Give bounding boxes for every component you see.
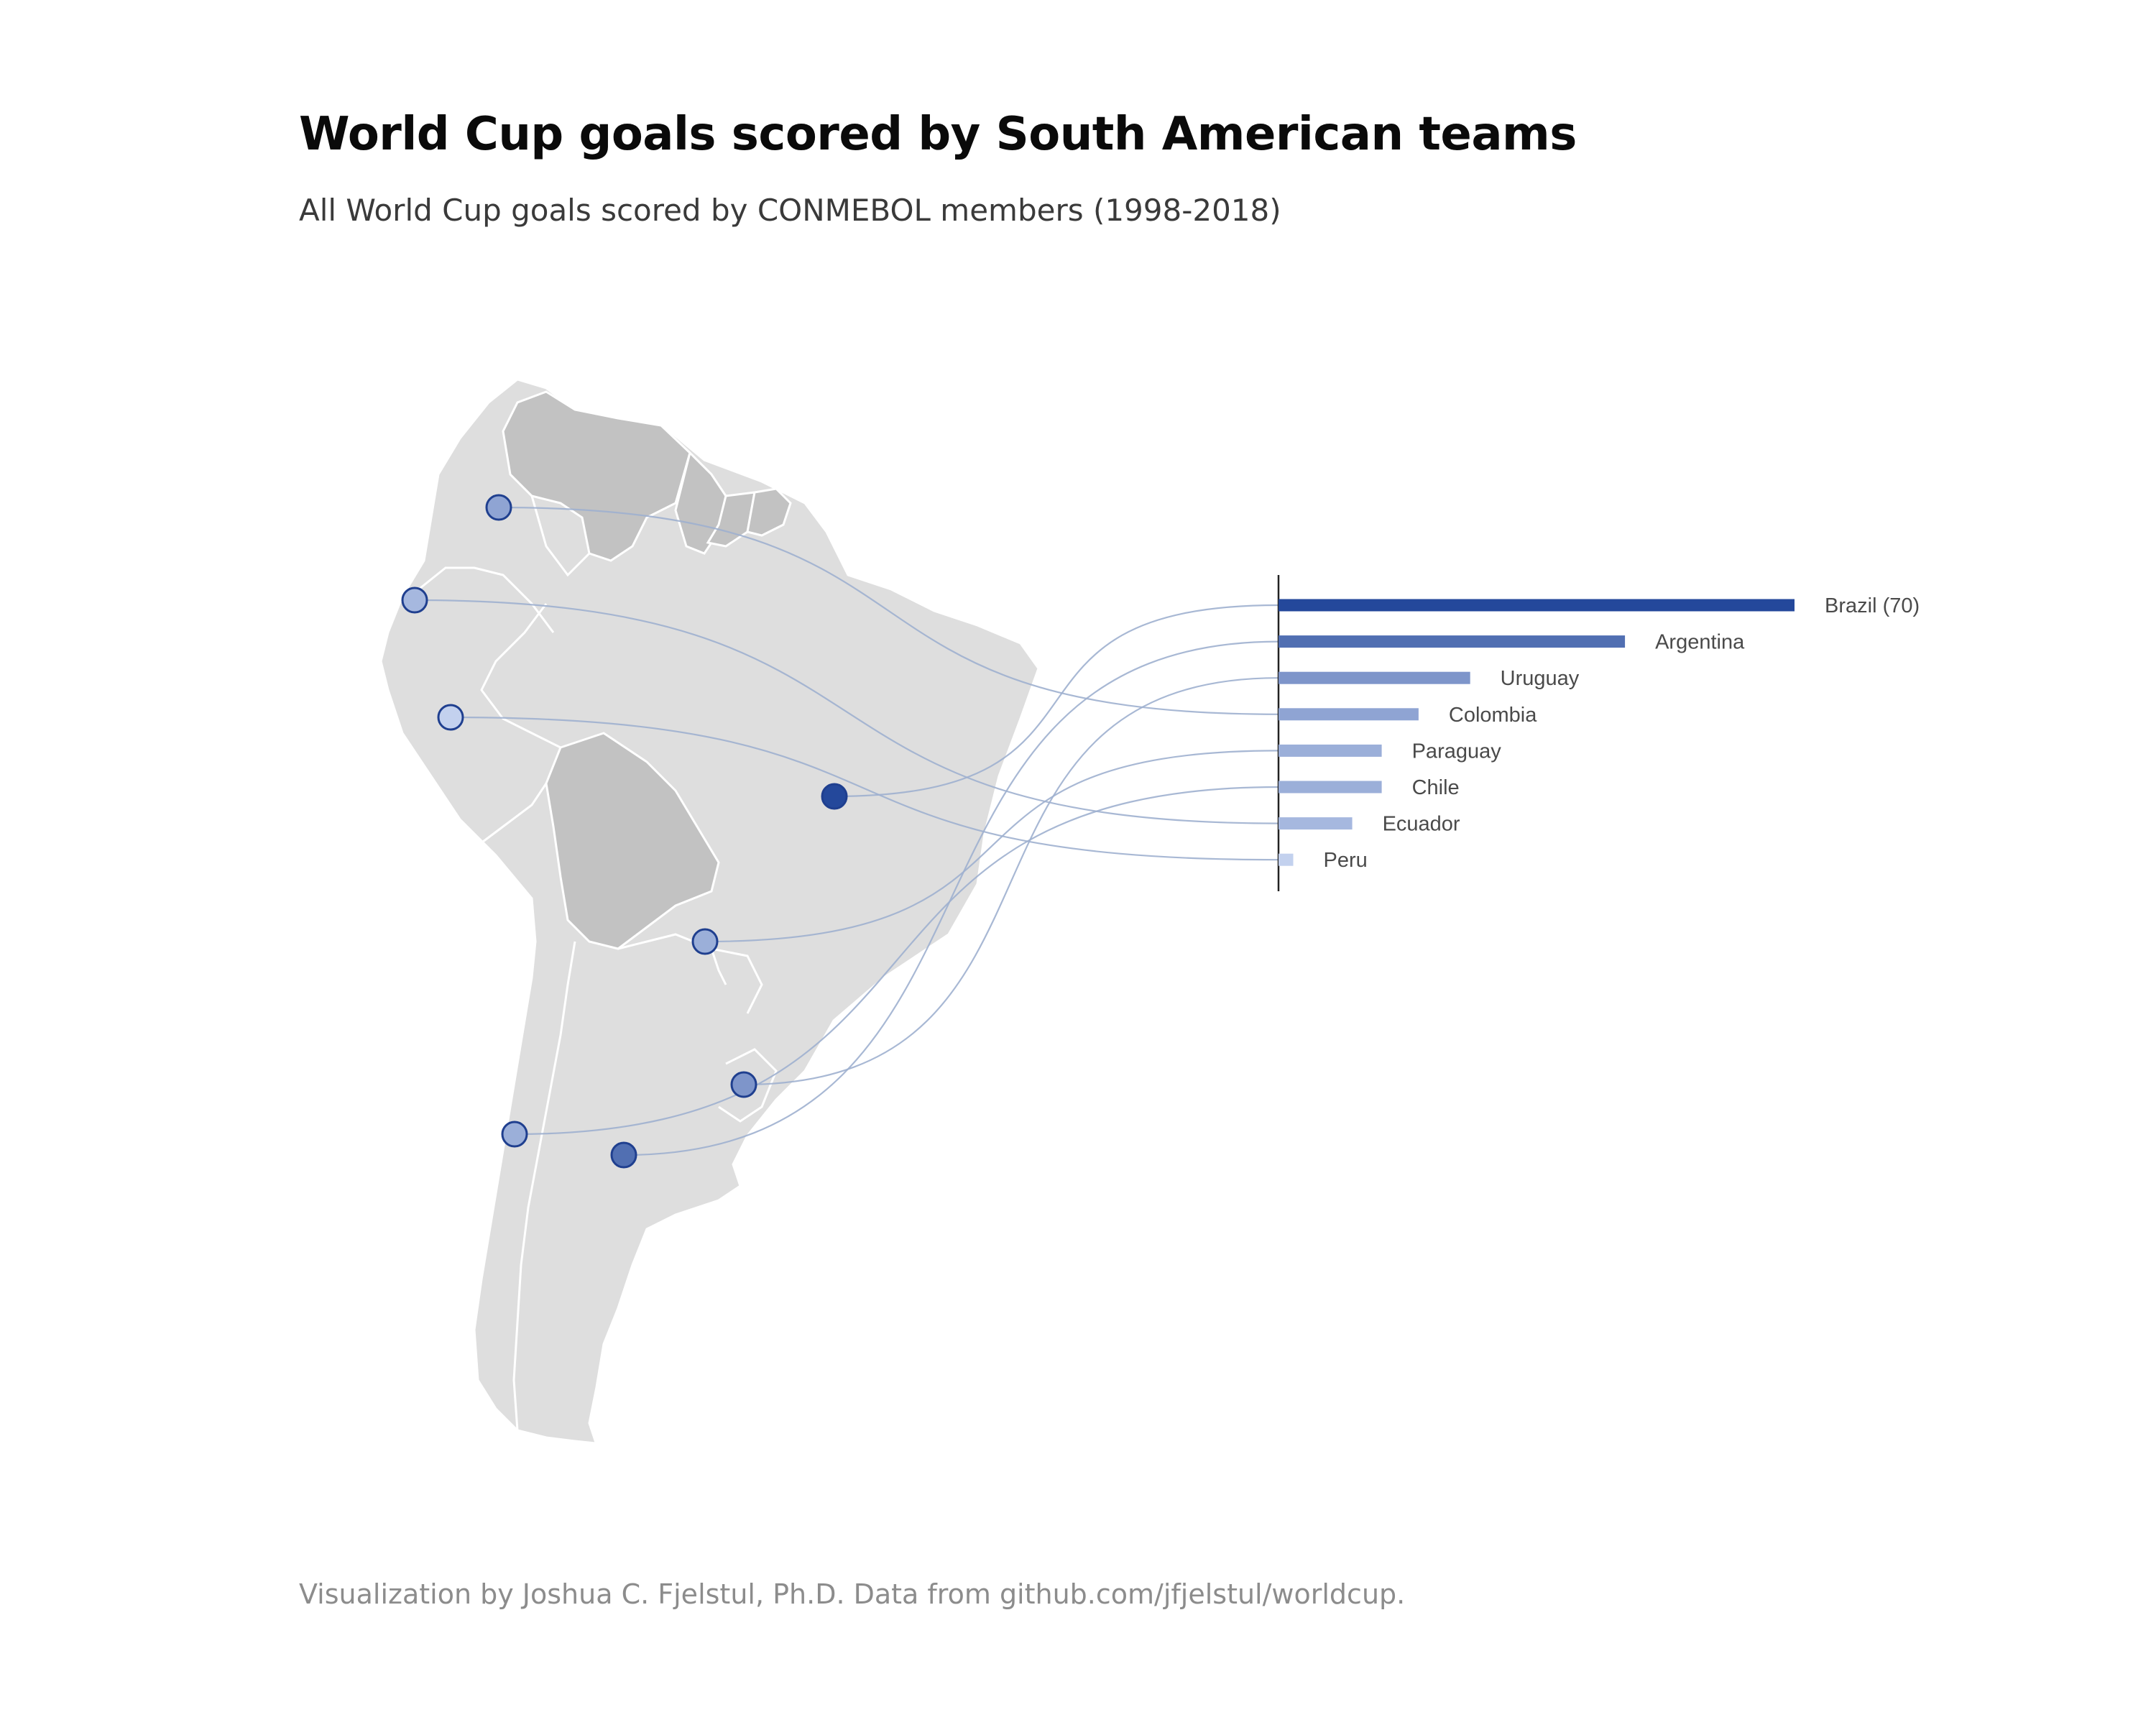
south-america-map: [379, 378, 1040, 1446]
connector-chile: [514, 786, 1279, 1136]
marker-colombia: [485, 494, 512, 521]
marker-ecuador: [401, 586, 428, 614]
bar-label-peru: Peru: [1324, 849, 1368, 872]
bar-label-chile: Chile: [1412, 776, 1460, 799]
continent-land: [379, 378, 1040, 1446]
connector-peru: [450, 716, 1279, 861]
french-guiana-shape: [746, 487, 792, 537]
connector-brazil: [834, 604, 1279, 798]
connector-uruguay: [743, 677, 1279, 1086]
connector-colombia: [498, 506, 1279, 715]
bolivia-shape: [545, 732, 720, 950]
bar-label-ecuador: Ecuador: [1383, 813, 1460, 836]
connector-paraguay: [704, 750, 1279, 943]
bar-label-uruguay: Uruguay: [1501, 667, 1580, 690]
connector-lines: [414, 506, 1279, 1156]
connector-argentina: [623, 640, 1279, 1156]
bar-ecuador: [1279, 817, 1353, 830]
bar-argentina: [1279, 635, 1626, 648]
bar-group: [1279, 599, 1795, 866]
bar-peru: [1279, 853, 1294, 866]
marker-argentina: [610, 1141, 637, 1169]
chart-subtitle: All World Cup goals scored by CONMEBOL m…: [299, 193, 1281, 228]
bar-uruguay: [1279, 671, 1470, 684]
marker-chile: [501, 1121, 528, 1148]
venezuela-shape: [502, 390, 691, 562]
bar-colombia: [1279, 708, 1419, 721]
bar-paraguay: [1279, 744, 1382, 757]
chart-caption: Visualization by Joshua C. Fjelstul, Ph.…: [299, 1578, 1406, 1610]
country-markers: [401, 494, 848, 1169]
bar-brazil: [1279, 599, 1795, 612]
marker-brazil: [821, 783, 848, 810]
country-borders: [409, 495, 778, 1431]
bar-label-argentina: Argentina: [1655, 631, 1745, 654]
bar-label-colombia: Colombia: [1449, 704, 1537, 727]
bar-chile: [1279, 781, 1382, 794]
marker-peru: [437, 704, 464, 731]
bar-label-brazil: Brazil (70): [1825, 594, 1920, 617]
marker-uruguay: [730, 1071, 757, 1098]
bar-label-group: Brazil (70) Argentina Uruguay Colombia Parag…: [1324, 594, 1920, 872]
connector-ecuador: [414, 599, 1279, 824]
bar-label-paraguay: Paraguay: [1412, 740, 1502, 763]
marker-paraguay: [691, 928, 719, 955]
chart-title: World Cup goals scored by South American…: [299, 108, 1577, 161]
